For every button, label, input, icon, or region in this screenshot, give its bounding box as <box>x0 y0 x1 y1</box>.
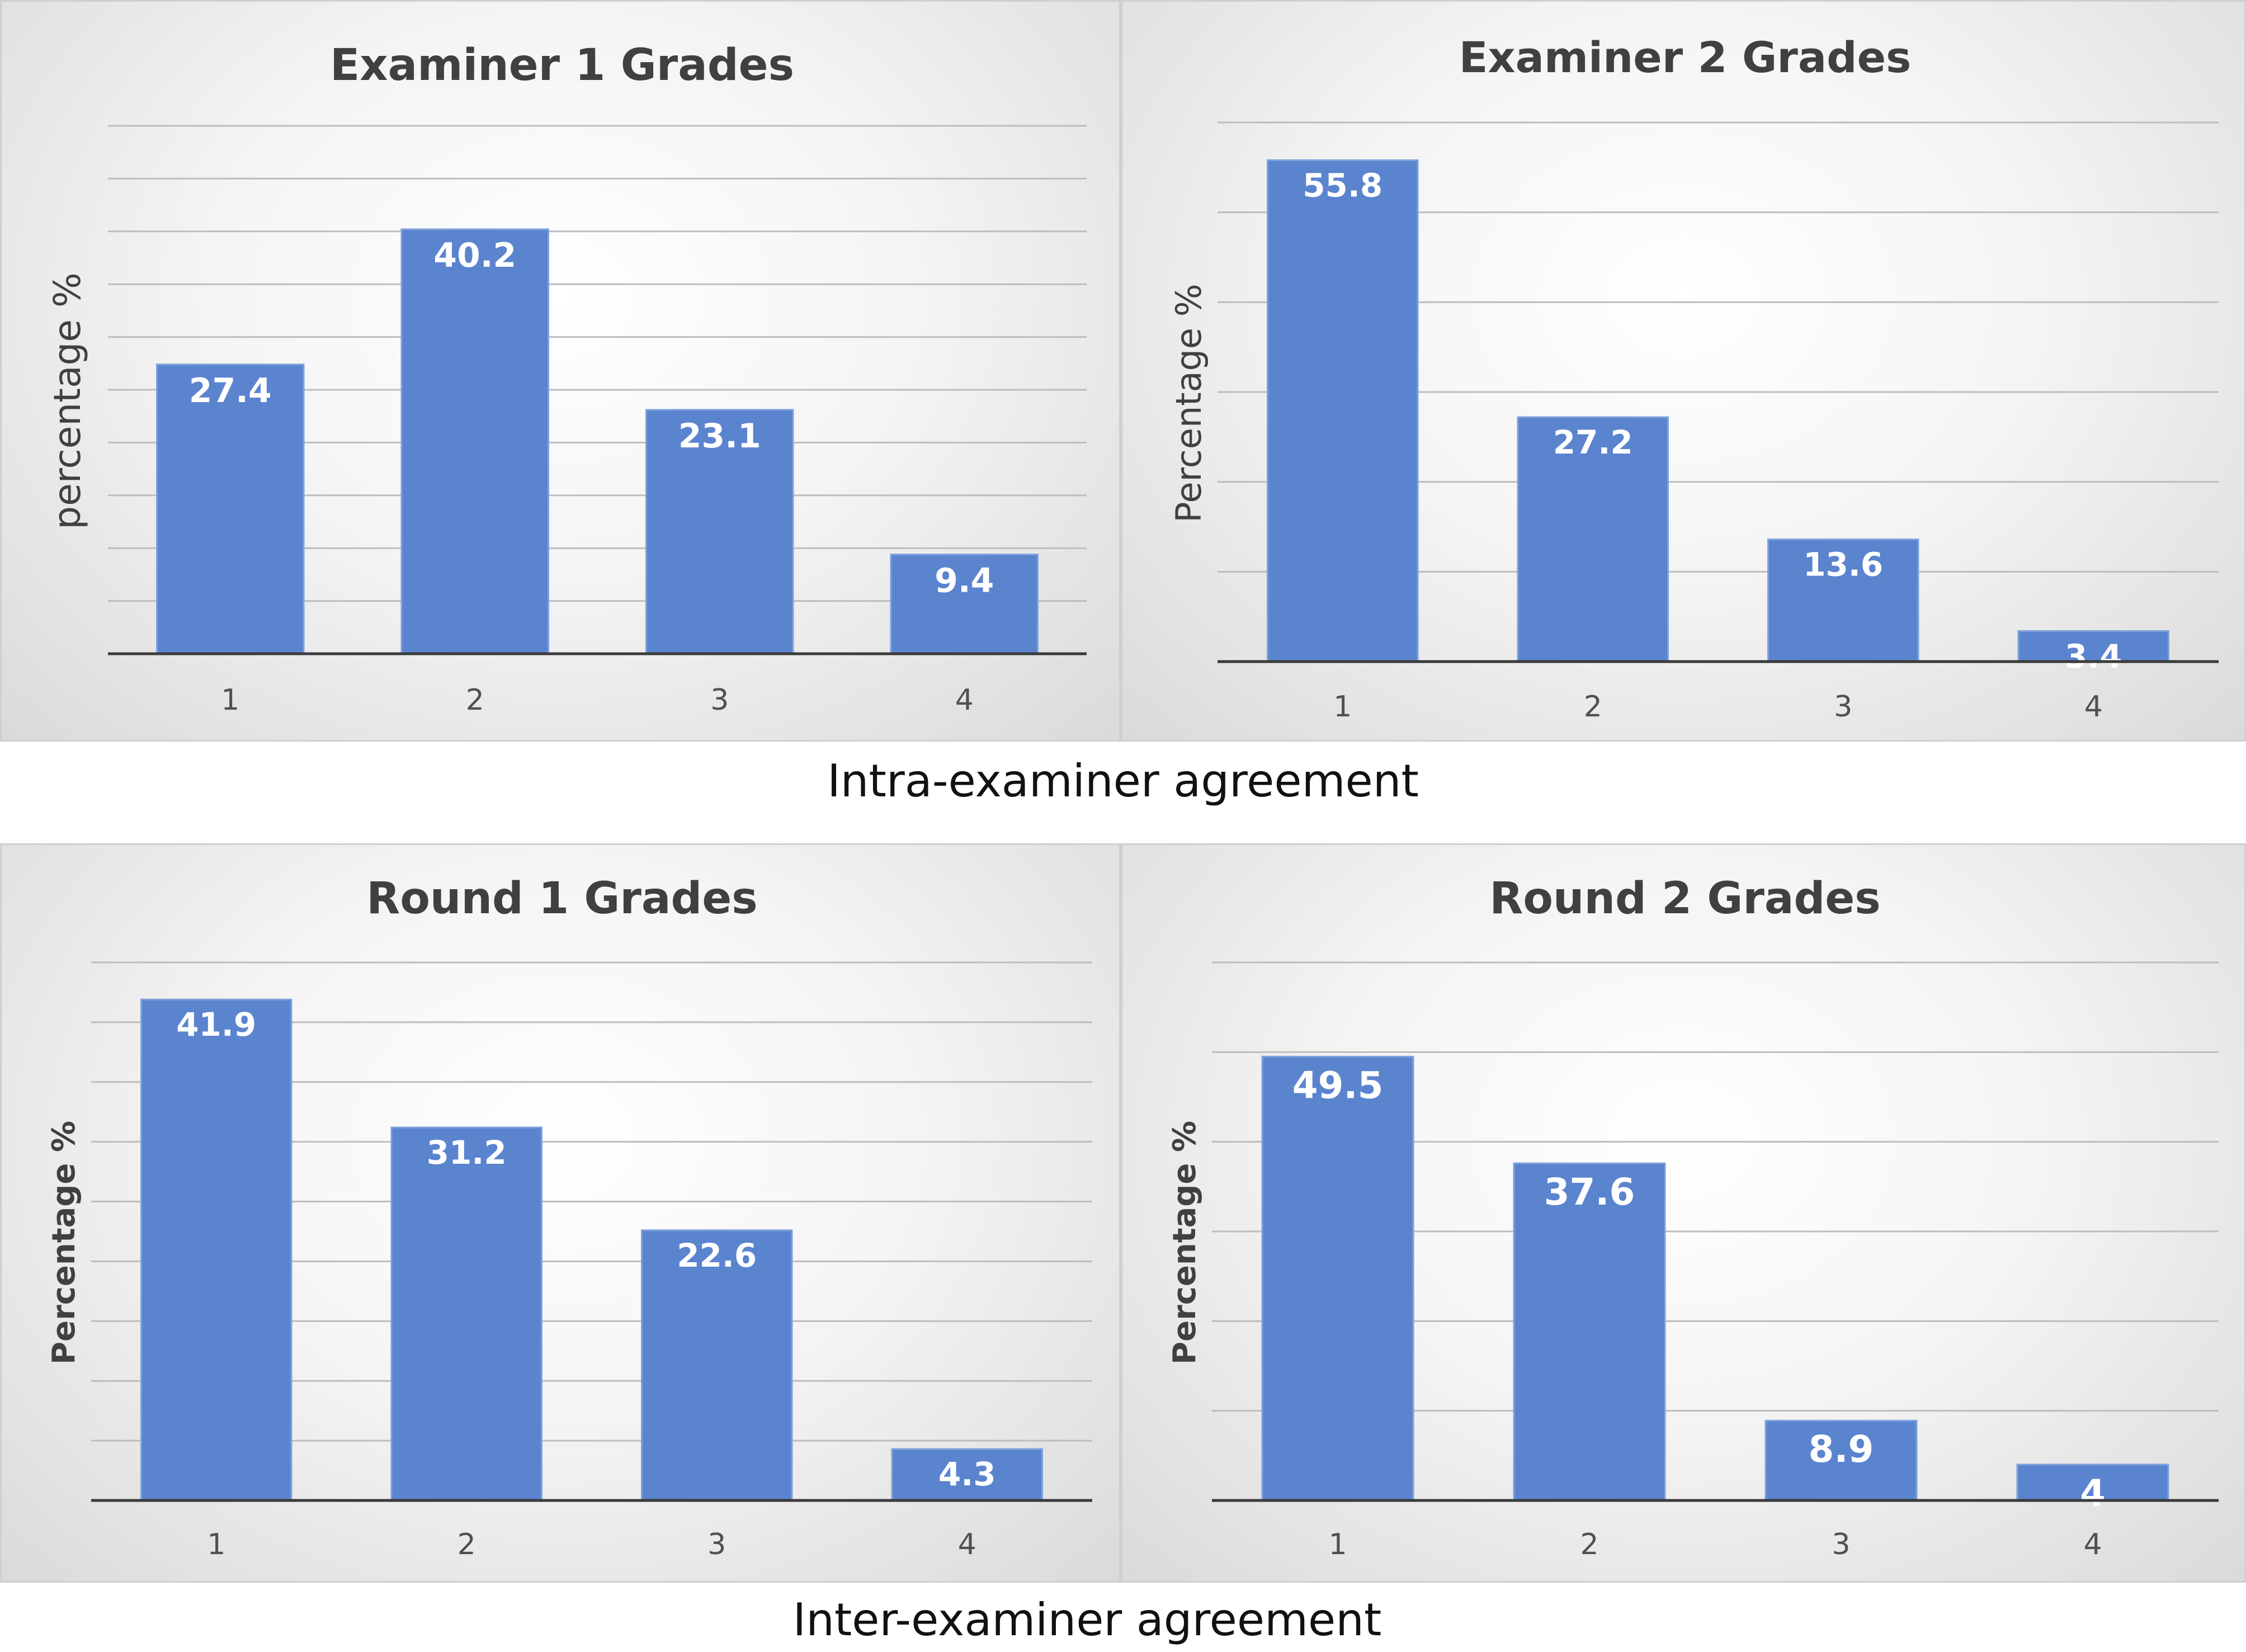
x-tick-label-1: 1 <box>207 1528 225 1561</box>
bar-3 <box>1767 538 1919 663</box>
y-axis-label: Percentage % <box>1167 1121 1203 1365</box>
bar-4 <box>2017 630 2169 663</box>
y-axis-label: Percentage % <box>46 1121 82 1365</box>
round-1-grades-svg: 41.9 1 31.2 2 22.6 3 4.3 4 Round 1 Grades Percent… <box>46 874 1092 1561</box>
examiner-2-grades-chart: 55.8 1 27.2 2 13.6 3 3.4 4 Examiner 2 Grades Perc… <box>1121 0 2246 742</box>
bar-2 <box>1513 1162 1666 1502</box>
x-tick-label-3: 3 <box>707 1528 726 1561</box>
x-tick-label-1: 1 <box>1333 690 1352 724</box>
inter-examiner-caption: Inter-examiner agreement <box>792 1594 1382 1646</box>
data-label-1: 49.5 <box>1292 1064 1384 1107</box>
bar-4 <box>891 1448 1043 1502</box>
data-label-1: 27.4 <box>189 371 272 410</box>
data-label-4: 9.4 <box>935 561 994 601</box>
examiner-1-grades-chart: 27.4 1 40.2 2 23.1 3 9.4 4 Examiner 1 Grades perc… <box>0 0 1121 742</box>
data-label-2: 31.2 <box>427 1134 507 1172</box>
round-2-grades-chart: 49.5 1 37.6 2 8.9 3 4 4 Round 2 Grades Percentage… <box>1121 843 2246 1583</box>
data-label-1: 41.9 <box>176 1006 256 1044</box>
x-tick-label-4: 4 <box>2084 690 2103 724</box>
examiner-2-grades-svg: 55.8 1 27.2 2 13.6 3 3.4 4 Examiner 2 Grades Perc… <box>1168 32 2219 724</box>
x-tick-label-3: 3 <box>710 683 729 717</box>
chart-title: Round 2 Grades <box>1489 874 1880 924</box>
data-label-3: 23.1 <box>678 417 761 456</box>
x-tick-label-2: 2 <box>1584 690 1602 724</box>
data-label-4: 4.3 <box>938 1455 996 1493</box>
x-tick-label-4: 4 <box>955 683 974 717</box>
data-label-3: 13.6 <box>1803 545 1883 583</box>
y-axis-label: percentage % <box>46 272 89 529</box>
data-label-2: 37.6 <box>1544 1170 1635 1214</box>
bar-2 <box>1517 416 1669 663</box>
chart-title: Round 1 Grades <box>366 874 757 924</box>
bar-2 <box>400 228 549 655</box>
x-tick-label-1: 1 <box>221 683 239 717</box>
x-tick-label-3: 3 <box>1834 690 1852 724</box>
x-tick-label-1: 1 <box>1328 1528 1347 1561</box>
x-tick-label-2: 2 <box>466 683 484 717</box>
data-label-2: 27.2 <box>1553 423 1633 461</box>
data-label-3: 8.9 <box>1809 1428 1874 1471</box>
bar-3 <box>1764 1419 1918 1502</box>
bar-4 <box>2016 1464 2169 1502</box>
x-tick-label-4: 4 <box>2083 1528 2102 1561</box>
bar-3 <box>641 1229 793 1502</box>
x-tick-label-2: 2 <box>1580 1528 1598 1561</box>
x-tick-label-3: 3 <box>1832 1528 1850 1561</box>
bar-1 <box>1261 1055 1414 1502</box>
round-1-grades-chart: 41.9 1 31.2 2 22.6 3 4.3 4 Round 1 Grades Percent… <box>0 843 1121 1583</box>
data-label-1: 55.8 <box>1303 166 1382 204</box>
bar-1 <box>1267 159 1419 663</box>
examiner-1-grades-svg: 27.4 1 40.2 2 23.1 3 9.4 4 Examiner 1 Grades perc… <box>46 40 1087 717</box>
data-label-2: 40.2 <box>433 236 516 275</box>
intra-examiner-caption: Intra-examiner agreement <box>827 755 1419 807</box>
bar-1 <box>140 998 292 1502</box>
data-label-3: 22.6 <box>677 1236 757 1275</box>
round-2-grades-svg: 49.5 1 37.6 2 8.9 3 4 4 Round 2 Grades Percentage… <box>1167 874 2219 1561</box>
bar-3 <box>645 409 794 655</box>
data-label-4: 3.4 <box>2065 637 2122 675</box>
y-axis-label: Percentage % <box>1168 284 1209 522</box>
x-tick-label-2: 2 <box>457 1528 476 1561</box>
bar-1 <box>156 364 305 655</box>
chart-title: Examiner 2 Grades <box>1459 32 1912 82</box>
bar-2 <box>390 1126 542 1502</box>
chart-title: Examiner 1 Grades <box>330 40 794 91</box>
x-tick-label-4: 4 <box>958 1528 976 1561</box>
data-label-4: 4 <box>2080 1472 2106 1515</box>
